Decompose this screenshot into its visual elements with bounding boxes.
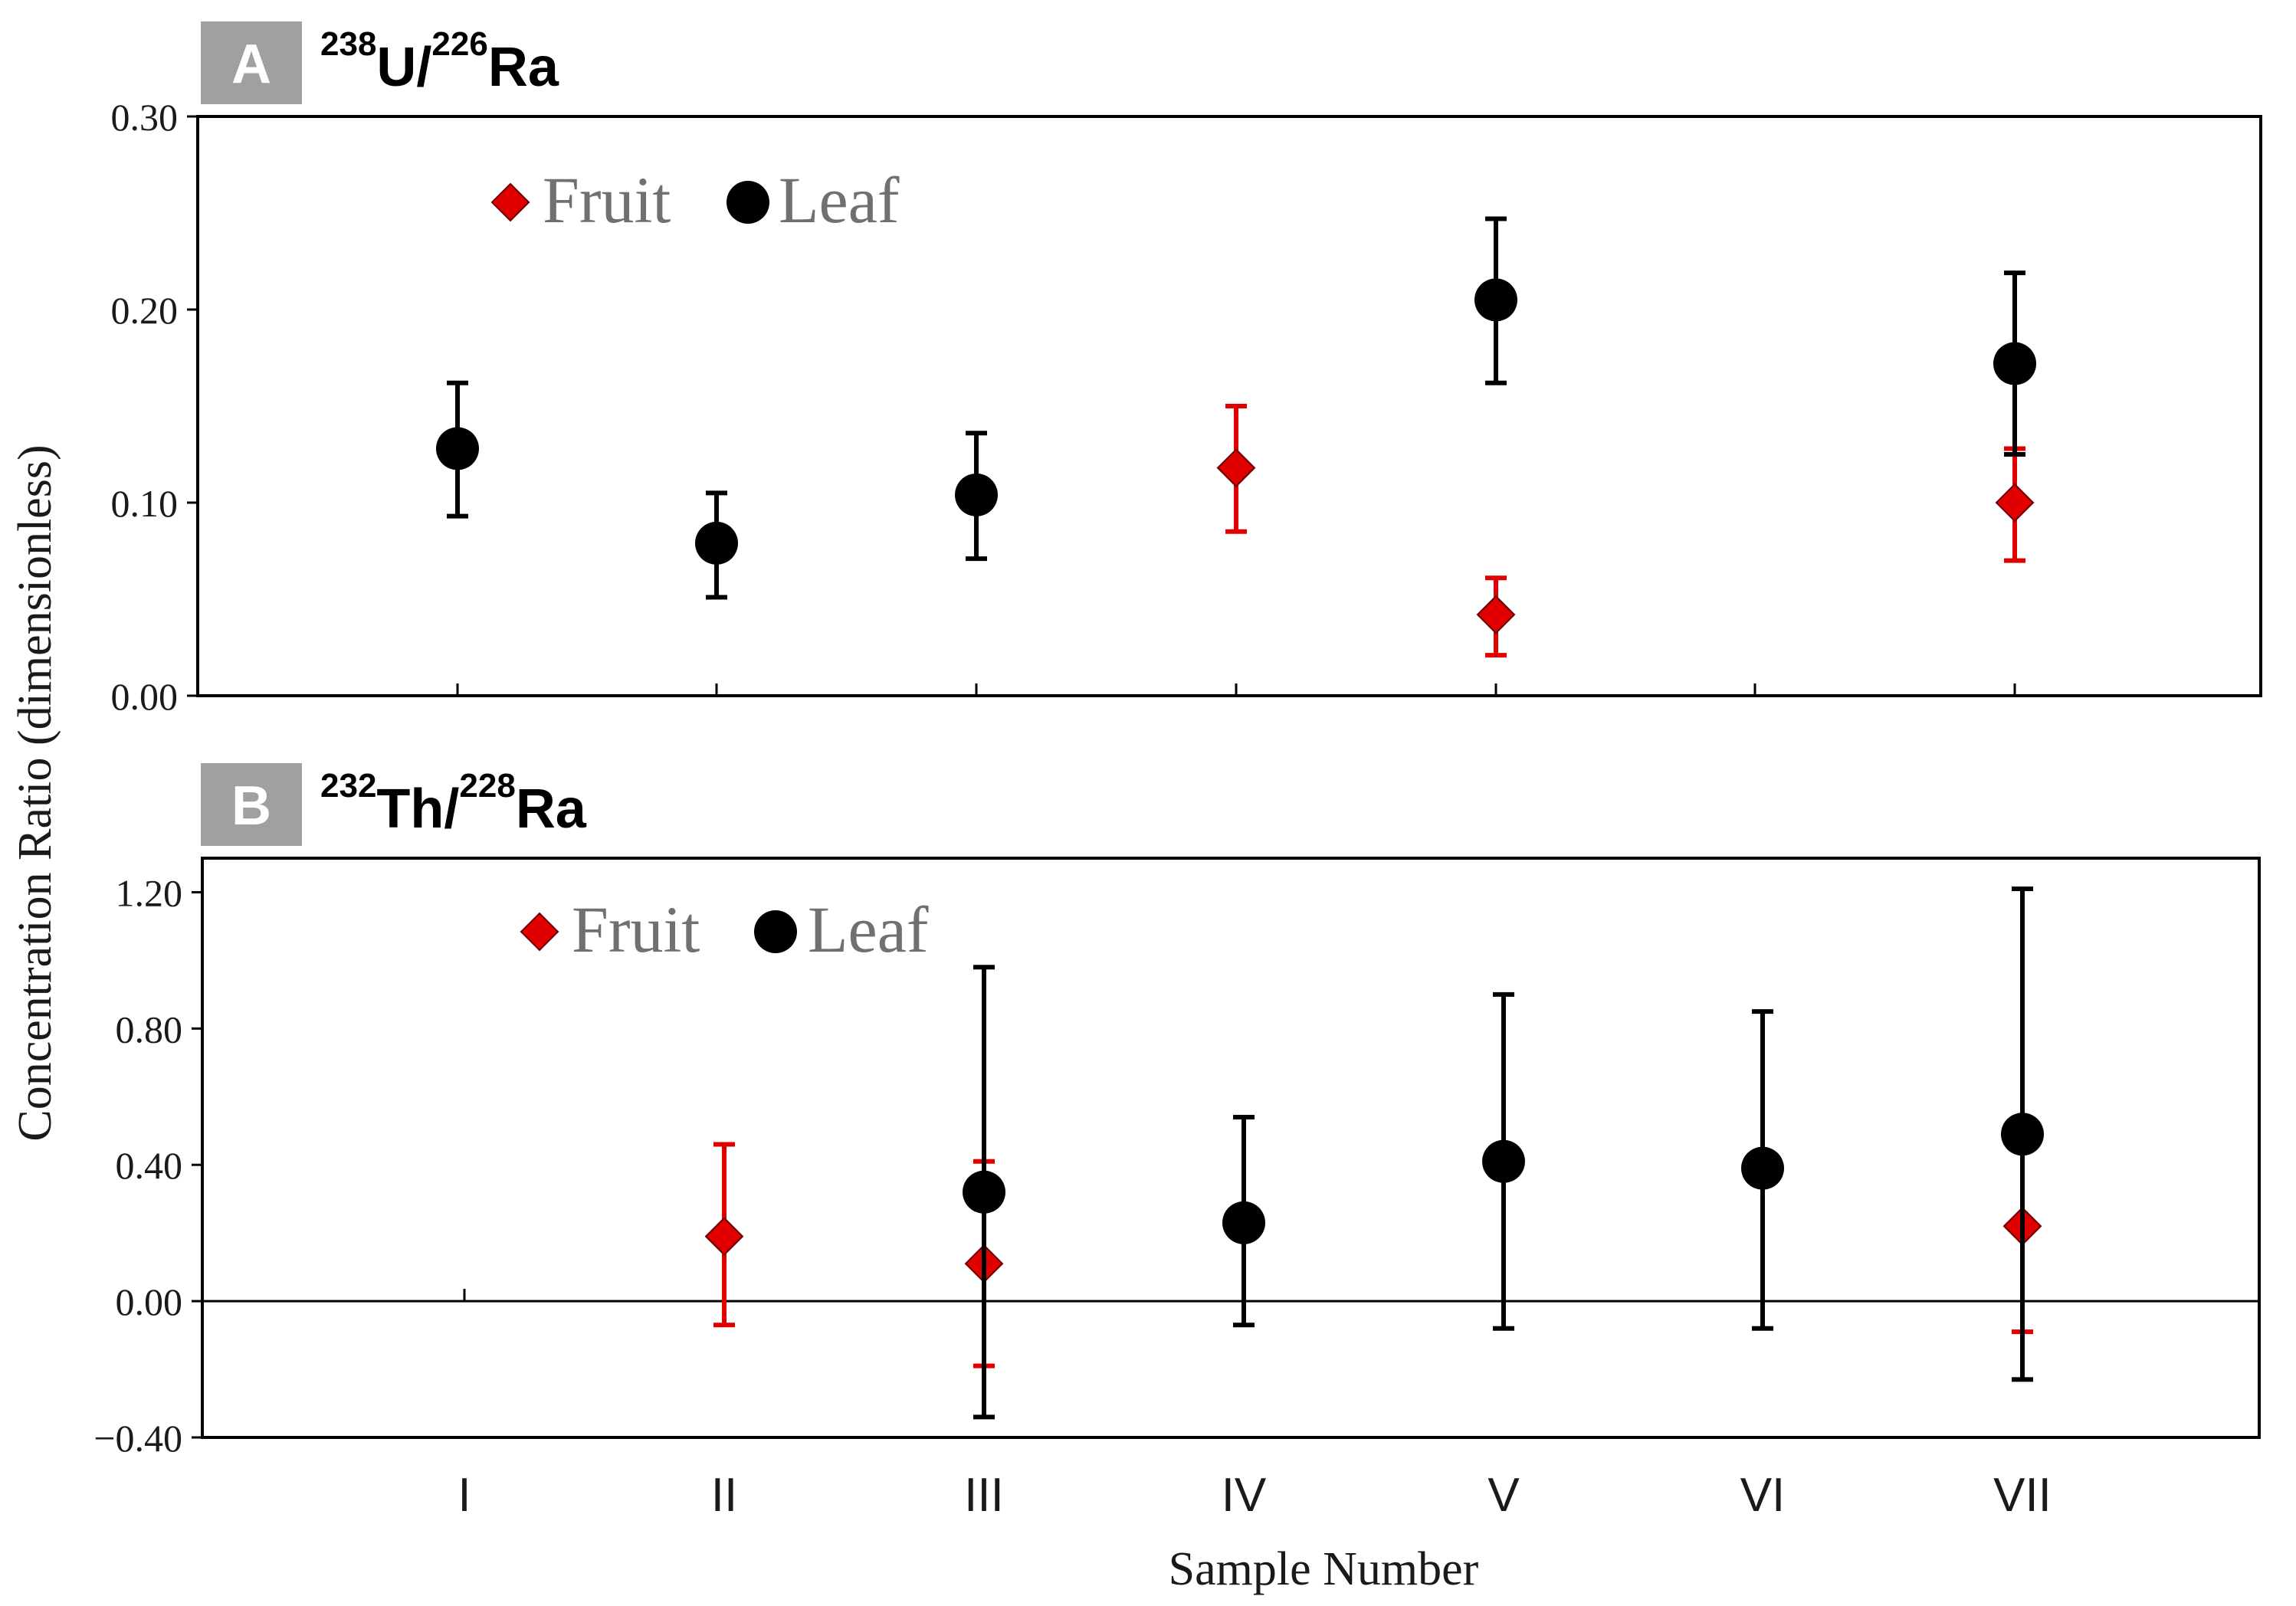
y-axis-label: Concentration Ratio (dimensionless) bbox=[9, 444, 61, 1141]
panel-b-ytick-label: −0.40 bbox=[93, 1417, 182, 1460]
panel-a-ytick-label: 0.30 bbox=[111, 96, 179, 139]
panel-a-leaf-point-VII bbox=[1993, 342, 2036, 385]
x-tick-label-I: I bbox=[458, 1469, 471, 1522]
panel-b-leaf-point-V bbox=[1482, 1139, 1525, 1183]
panel-a-ytick-label: 0.10 bbox=[111, 482, 179, 525]
panel-b-legend: Fruit Leaf bbox=[520, 893, 929, 966]
panel-a-title-sup1: 238 bbox=[320, 25, 376, 63]
panel-b-title: 232Th/228Ra bbox=[320, 767, 587, 840]
panel-a-fruit-point-V bbox=[1476, 595, 1516, 634]
panel-b-legend-fruit-marker bbox=[520, 912, 559, 952]
panel-b-leaf-point-III bbox=[963, 1170, 1005, 1214]
panel-b-letter: B bbox=[231, 775, 271, 837]
panel-a-legend-fruit-marker bbox=[490, 182, 530, 222]
panel-a-title-base1: U/ bbox=[376, 37, 431, 98]
panel-a-fruit-point-VII bbox=[1995, 483, 2035, 523]
panel-a-plot-area: 0.00 0.10 0.20 0.30 bbox=[111, 96, 2036, 718]
panel-a: A 238U/226Ra 0.00 0.10 0.20 0.30 Fruit Leaf bbox=[111, 21, 2262, 718]
panel-b-title-sup2: 228 bbox=[459, 767, 515, 805]
panel-b-tag bbox=[201, 763, 302, 846]
panel-b-ytick-label: 0.40 bbox=[116, 1144, 183, 1187]
panel-a-title-sup2: 226 bbox=[431, 25, 487, 63]
x-tick-label-IV: IV bbox=[1222, 1469, 1267, 1522]
panel-b-legend-leaf-label: Leaf bbox=[808, 893, 929, 966]
panel-b-legend-leaf-marker bbox=[754, 910, 797, 953]
panel-b-ytick-label: 0.00 bbox=[116, 1280, 183, 1323]
panel-a-legend-fruit-label: Fruit bbox=[543, 163, 671, 237]
panel-a-leaf-point-III bbox=[955, 473, 998, 516]
panel-a-tag bbox=[201, 21, 302, 104]
panel-a-leaf-point-II bbox=[695, 521, 738, 565]
panel-a-legend-leaf-marker bbox=[727, 181, 769, 224]
panel-a-leaf-point-I bbox=[436, 427, 479, 470]
x-axis-label: Sample Number bbox=[1169, 1543, 1479, 1595]
panel-b-leaf-point-VII bbox=[2001, 1113, 2044, 1156]
panel-a-letter: A bbox=[231, 34, 271, 95]
panel-a-legend-leaf-label: Leaf bbox=[779, 163, 900, 237]
panel-b-leaf-point-IV bbox=[1222, 1201, 1265, 1244]
panel-b-title-base2: Ra bbox=[516, 778, 587, 840]
x-tick-label-III: III bbox=[964, 1469, 1004, 1522]
panel-a-leaf-point-V bbox=[1474, 278, 1517, 322]
panel-b-ytick-label: 1.20 bbox=[116, 871, 183, 914]
panel-b-title-sup1: 232 bbox=[320, 767, 376, 805]
panel-b-leaf-point-VI bbox=[1741, 1146, 1784, 1190]
panel-a-title-base2: Ra bbox=[488, 37, 559, 98]
panel-b-ytick-label: 0.80 bbox=[116, 1008, 183, 1050]
panel-b-plot-area: −0.40 0.00 0.40 0.80 1.20 bbox=[93, 871, 2259, 1460]
x-tick-label-V: V bbox=[1487, 1469, 1520, 1522]
x-tick-label-VI: VI bbox=[1740, 1469, 1786, 1522]
panel-b-legend-fruit-label: Fruit bbox=[572, 893, 700, 966]
panel-a-plot-frame bbox=[196, 115, 2262, 697]
panel-a-title: 238U/226Ra bbox=[320, 25, 559, 98]
panel-b-fruit-point-II bbox=[704, 1217, 744, 1257]
x-tick-label-II: II bbox=[711, 1469, 737, 1522]
panel-b-title-base1: Th/ bbox=[376, 778, 459, 840]
x-tick-labels: I II III IV V VI VII bbox=[458, 1469, 2052, 1522]
x-tick-label-VII: VII bbox=[1993, 1469, 2052, 1522]
panel-a-fruit-point-IV bbox=[1216, 448, 1256, 488]
panel-a-legend: Fruit Leaf bbox=[490, 163, 900, 237]
panel-b-plot-frame bbox=[201, 857, 2261, 1439]
panel-b: B 232Th/228Ra −0.40 0.00 0.40 0.80 1.20 Frui… bbox=[93, 763, 2261, 1460]
panel-a-ytick-label: 0.20 bbox=[111, 289, 179, 332]
panel-a-ytick-label: 0.00 bbox=[111, 675, 179, 718]
